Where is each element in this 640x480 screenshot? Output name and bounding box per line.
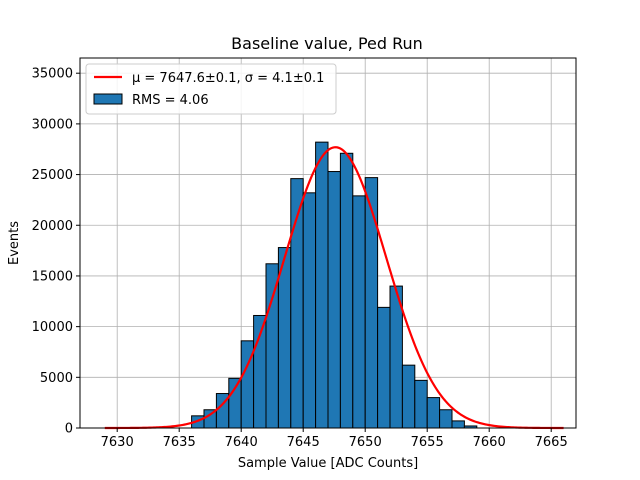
- y-tick-label: 0: [65, 422, 73, 437]
- histogram-bar: [327, 171, 341, 429]
- histogram-bar: [414, 379, 428, 429]
- histogram-bar: [364, 177, 379, 429]
- histogram-bars: [191, 141, 478, 429]
- histogram-bar: [401, 364, 416, 429]
- y-axis-ticks: 0 5000 10000 15000 20000 25000 30000 35000: [32, 67, 80, 437]
- y-tick-label: 25000: [32, 168, 73, 183]
- histogram-bar: [451, 420, 465, 429]
- chart-title: Baseline value, Ped Run: [231, 34, 423, 53]
- y-tick-label: 30000: [32, 117, 73, 132]
- gaussian-fit-curve: [104, 146, 564, 430]
- x-axis-label: Sample Value [ADC Counts]: [238, 456, 418, 471]
- x-axis-ticks: 7630 7635 7640 7645 7650 7655 7660 7665: [101, 428, 568, 450]
- y-tick-label: 10000: [32, 320, 73, 335]
- x-tick-label: 7660: [473, 435, 506, 450]
- histogram-bar: [339, 152, 354, 429]
- histogram-bar: [265, 263, 279, 429]
- y-tick-label: 15000: [32, 269, 73, 284]
- plot-frame: [79, 57, 577, 429]
- histogram-bar: [377, 306, 391, 429]
- x-tick-label: 7655: [411, 435, 444, 450]
- legend-histogram-swatch: [93, 93, 123, 105]
- y-axis-label: Events: [7, 221, 22, 265]
- x-tick-label: 7665: [535, 435, 568, 450]
- y-tick-label: 20000: [32, 219, 73, 234]
- y-tick-label: 35000: [32, 67, 73, 82]
- histogram-bar: [315, 141, 329, 429]
- legend: μ = 7647.6±0.1, σ = 4.1±0.1 RMS = 4.06: [85, 63, 337, 115]
- histogram-bar: [228, 377, 242, 429]
- histogram-bar: [426, 397, 441, 429]
- histogram-bar: [352, 195, 366, 429]
- legend-box: [85, 63, 337, 115]
- histogram-bar: [439, 409, 453, 429]
- x-tick-label: 7640: [225, 435, 258, 450]
- x-tick-label: 7635: [163, 435, 196, 450]
- x-tick-label: 7630: [101, 435, 134, 450]
- x-tick-label: 7650: [349, 435, 382, 450]
- y-tick-label: 5000: [40, 371, 73, 386]
- legend-fit-label: μ = 7647.6±0.1, σ = 4.1±0.1: [132, 71, 324, 86]
- histogram-bar: [302, 192, 317, 429]
- x-tick-label: 7645: [287, 435, 320, 450]
- legend-histogram-label: RMS = 4.06: [132, 93, 209, 108]
- fit-curve-group: [104, 146, 564, 430]
